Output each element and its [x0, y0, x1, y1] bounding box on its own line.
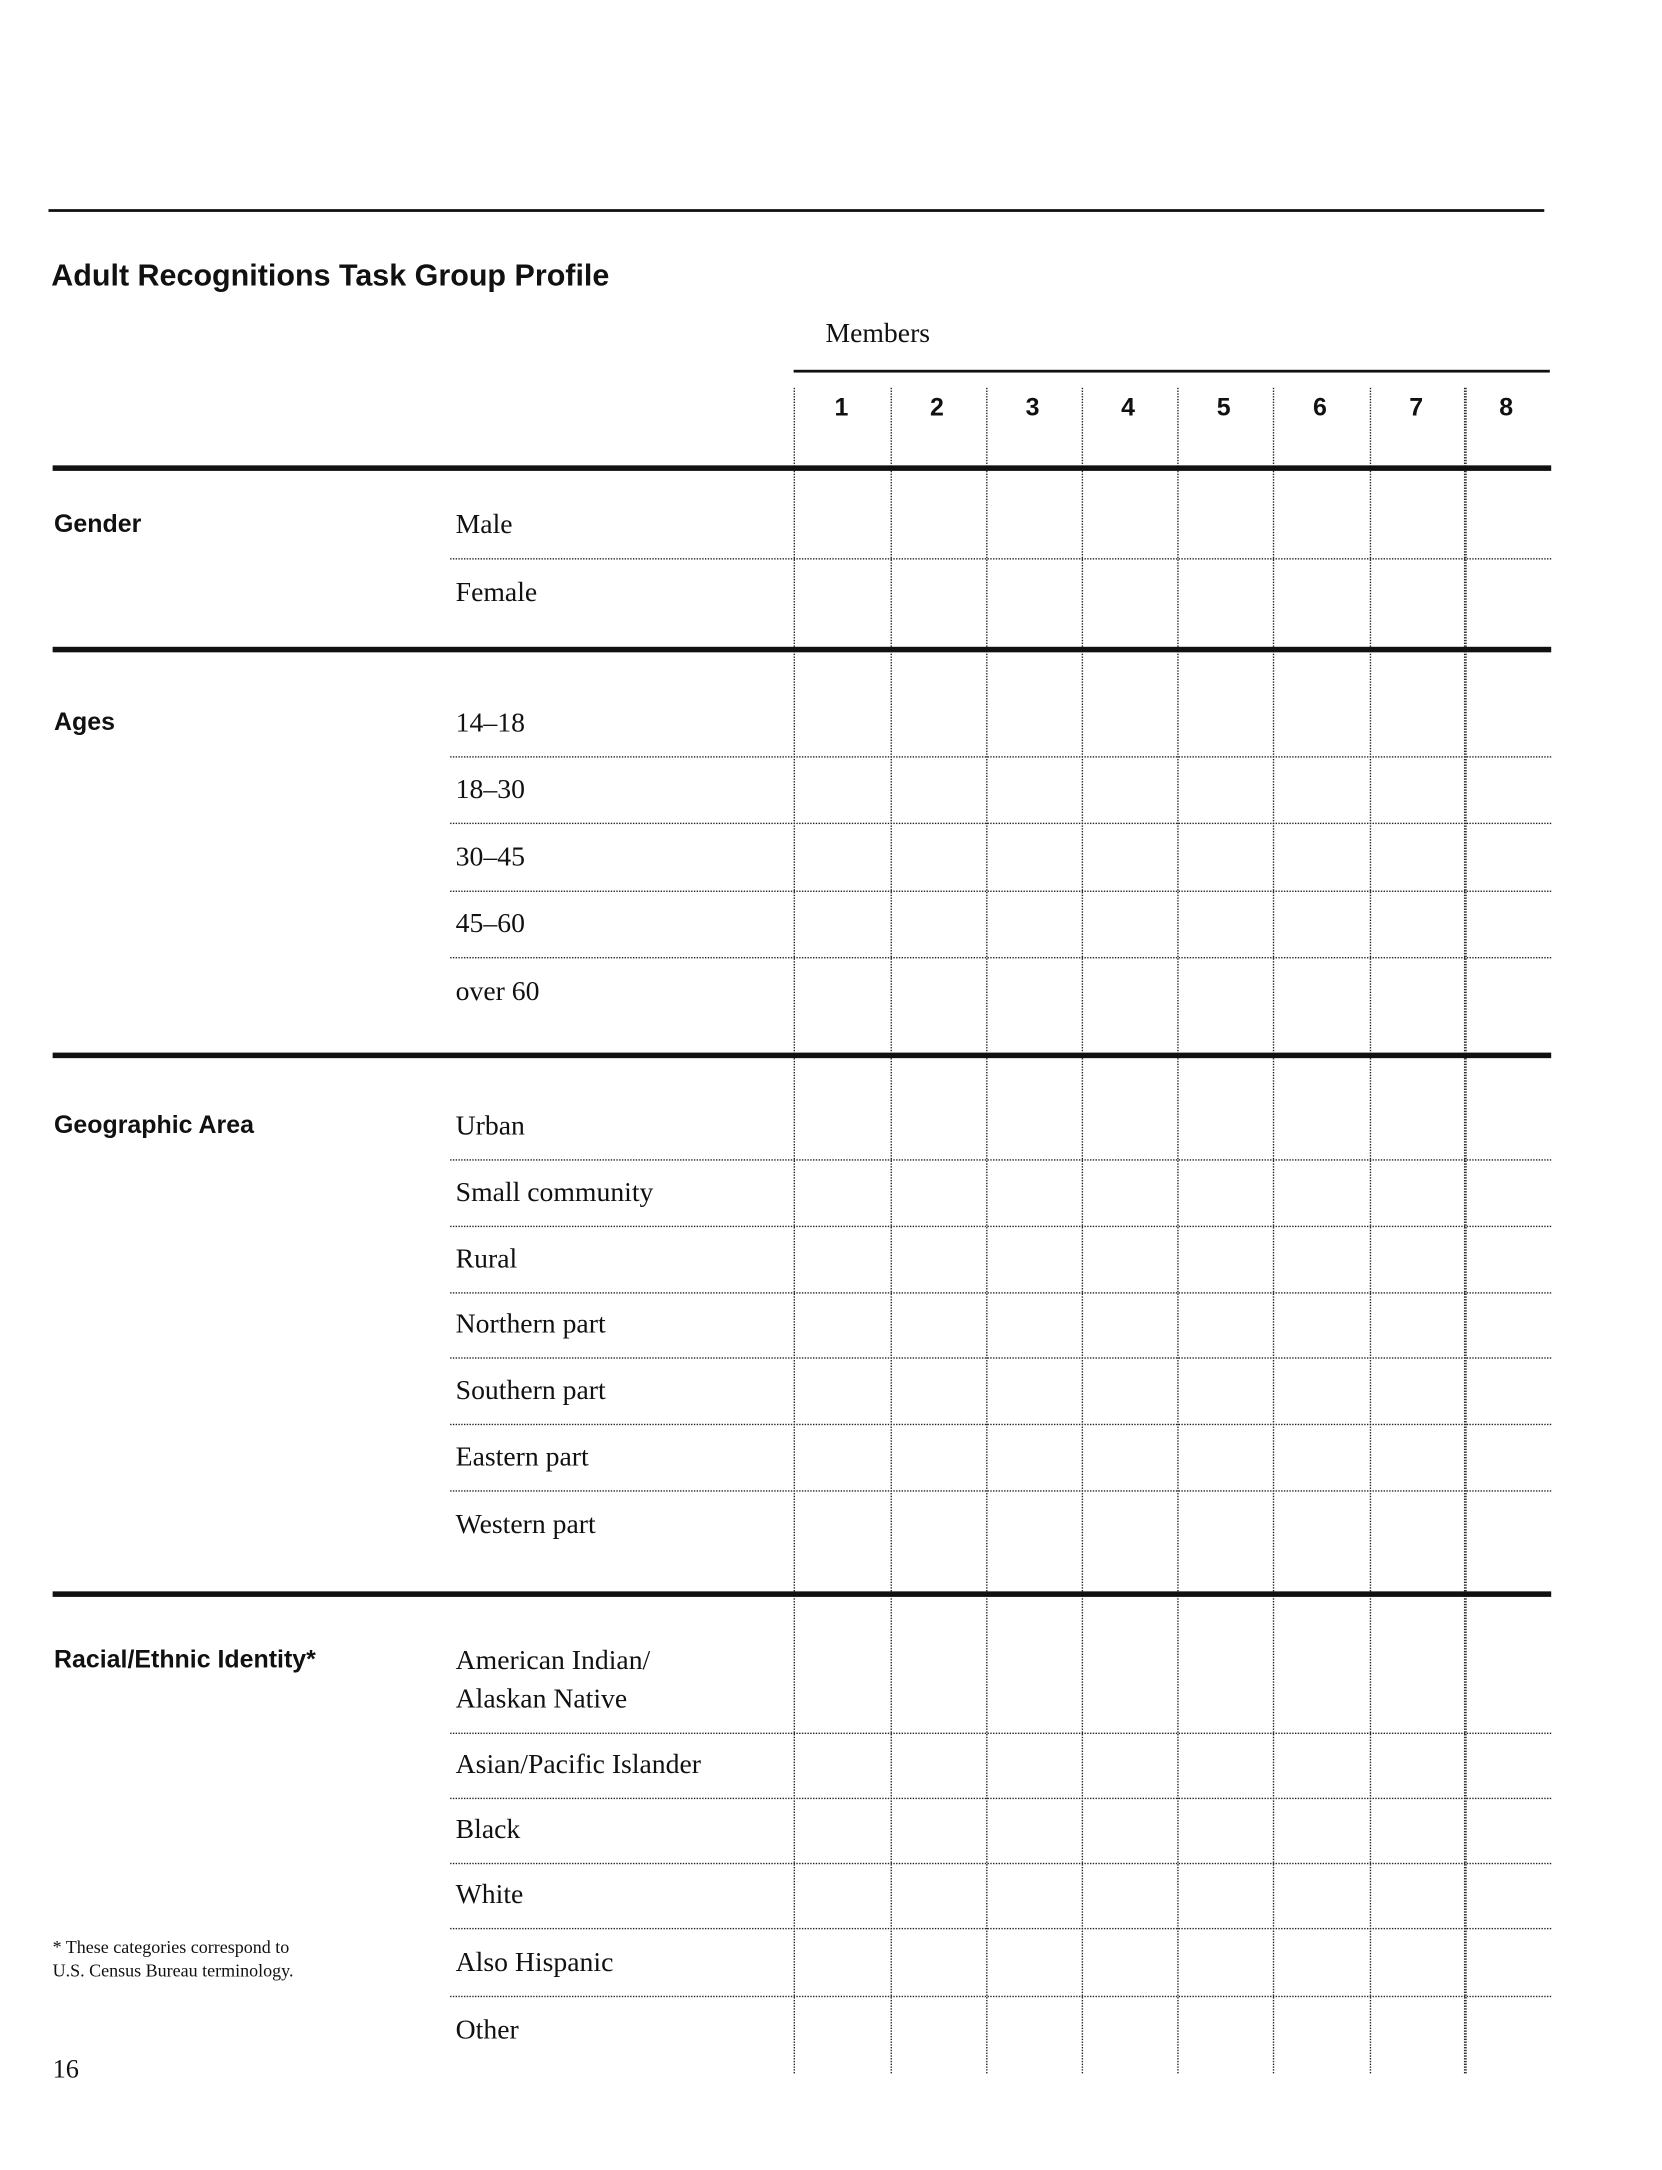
- member-column-3: 3: [1025, 393, 1040, 422]
- row-label: Urban: [455, 1110, 525, 1142]
- row-divider: [450, 1423, 1552, 1426]
- row-label: Rural: [455, 1243, 518, 1275]
- row-divider: [450, 1797, 1552, 1800]
- row-label: Western part: [455, 1509, 596, 1541]
- row-divider: [450, 890, 1552, 892]
- row-label: Female: [455, 577, 538, 609]
- column-divider: [1369, 387, 1372, 2074]
- column-divider: [1081, 387, 1084, 2074]
- row-label: 14–18: [455, 707, 525, 739]
- top-rule: [48, 209, 1545, 212]
- row-label: Asian/Pacific Islander: [455, 1749, 702, 1780]
- row-label: Black: [455, 1814, 521, 1845]
- column-divider: [1272, 387, 1275, 2074]
- section-label: Gender: [54, 509, 142, 538]
- footnote: * These categories correspond to U.S. Ce…: [52, 1936, 294, 1981]
- row-divider: [450, 1732, 1552, 1735]
- member-column-2: 2: [930, 393, 944, 422]
- column-divider: [1177, 387, 1179, 2074]
- member-column-4: 4: [1121, 393, 1136, 422]
- row-label: Also Hispanic: [455, 1947, 614, 1978]
- row-divider: [450, 1995, 1552, 1998]
- row-divider: [450, 1225, 1552, 1228]
- row-label: Male: [455, 509, 513, 541]
- page-number: 16: [52, 2055, 79, 2085]
- row-label: Eastern part: [455, 1441, 589, 1473]
- row-divider: [450, 957, 1552, 959]
- row-label: Southern part: [455, 1375, 606, 1406]
- row-divider: [450, 1490, 1552, 1492]
- row-divider: [450, 558, 1552, 560]
- row-divider: [450, 756, 1552, 758]
- row-label: Other: [455, 2015, 519, 2046]
- column-divider: [1465, 387, 1467, 2074]
- row-divider: [450, 1862, 1552, 1865]
- column-divider: [793, 387, 795, 2074]
- row-label: Northern part: [455, 1308, 606, 1340]
- column-divider: [986, 387, 988, 2074]
- row-divider: [450, 1357, 1552, 1359]
- member-column-5: 5: [1216, 393, 1231, 422]
- section-label: Geographic Area: [54, 1110, 254, 1139]
- column-divider: [1463, 387, 1466, 2074]
- row-label: American Indian/ Alaskan Native: [455, 1645, 651, 1715]
- row-label: 18–30: [455, 774, 525, 805]
- member-column-8: 8: [1499, 393, 1514, 422]
- member-column-1: 1: [834, 393, 849, 422]
- section-rule: [52, 1052, 1552, 1059]
- row-label: 30–45: [455, 842, 525, 873]
- row-divider: [450, 822, 1552, 825]
- row-divider: [450, 1159, 1552, 1161]
- column-divider: [890, 387, 892, 2074]
- row-divider: [450, 1292, 1552, 1294]
- member-column-6: 6: [1312, 393, 1327, 422]
- row-divider: [450, 1927, 1552, 1930]
- page-title: Adult Recognitions Task Group Profile: [51, 257, 610, 293]
- row-label: over 60: [455, 976, 540, 1007]
- section-rule: [52, 1591, 1552, 1597]
- section-label: Ages: [54, 707, 115, 736]
- members-rule: [793, 369, 1550, 373]
- section-label: Racial/Ethnic Identity*: [54, 1645, 316, 1674]
- members-heading: Members: [825, 318, 931, 350]
- row-label: Small community: [455, 1177, 654, 1208]
- row-label: White: [455, 1879, 524, 1910]
- section-rule: [52, 465, 1552, 471]
- row-label: 45–60: [455, 908, 525, 940]
- section-rule: [52, 646, 1552, 653]
- member-column-7: 7: [1409, 393, 1424, 422]
